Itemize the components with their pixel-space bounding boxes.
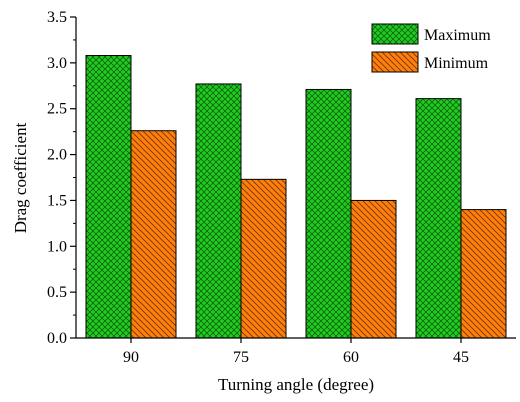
- legend-swatch-minimum: [371, 51, 419, 73]
- x-axis-ticks: 90 75 60 45: [123, 338, 469, 366]
- x-tick-label: 90: [123, 349, 139, 366]
- y-tick-label: 1.0: [47, 238, 67, 255]
- bar-minimum-45: [460, 209, 507, 339]
- bar-maximum-45: [415, 98, 462, 339]
- y-axis-ticks: 0.0 0.5 1.0 1.5 2.0 2.5 3.0 3.5: [47, 9, 76, 347]
- y-tick-label: 2.5: [47, 101, 67, 118]
- legend-label-maximum: Maximum: [424, 27, 491, 44]
- legend: Maximum Minimum: [371, 23, 491, 73]
- bar-maximum-60: [305, 88, 352, 339]
- x-axis-title: Turning angle (degree): [218, 375, 374, 394]
- x-tick-label: 45: [453, 349, 469, 366]
- x-tick-label: 75: [233, 349, 249, 366]
- y-tick-label: 0.0: [47, 330, 67, 347]
- y-tick-label: 0.5: [47, 284, 67, 301]
- bar-maximum-90: [85, 55, 132, 339]
- bar-minimum-60: [350, 199, 397, 339]
- bar-maximum-75: [195, 83, 242, 339]
- bar-minimum-75: [240, 178, 287, 339]
- legend-label-minimum: Minimum: [424, 55, 489, 72]
- bars-group: [85, 55, 507, 339]
- y-tick-label: 3.0: [47, 55, 67, 72]
- y-tick-label: 3.5: [47, 9, 67, 26]
- x-tick-label: 60: [343, 349, 359, 366]
- y-axis-title: Drag coefficient: [11, 122, 30, 233]
- y-tick-label: 2.0: [47, 147, 67, 164]
- legend-swatch-maximum: [371, 23, 419, 45]
- y-tick-label: 1.5: [47, 192, 67, 209]
- bar-minimum-90: [130, 130, 177, 339]
